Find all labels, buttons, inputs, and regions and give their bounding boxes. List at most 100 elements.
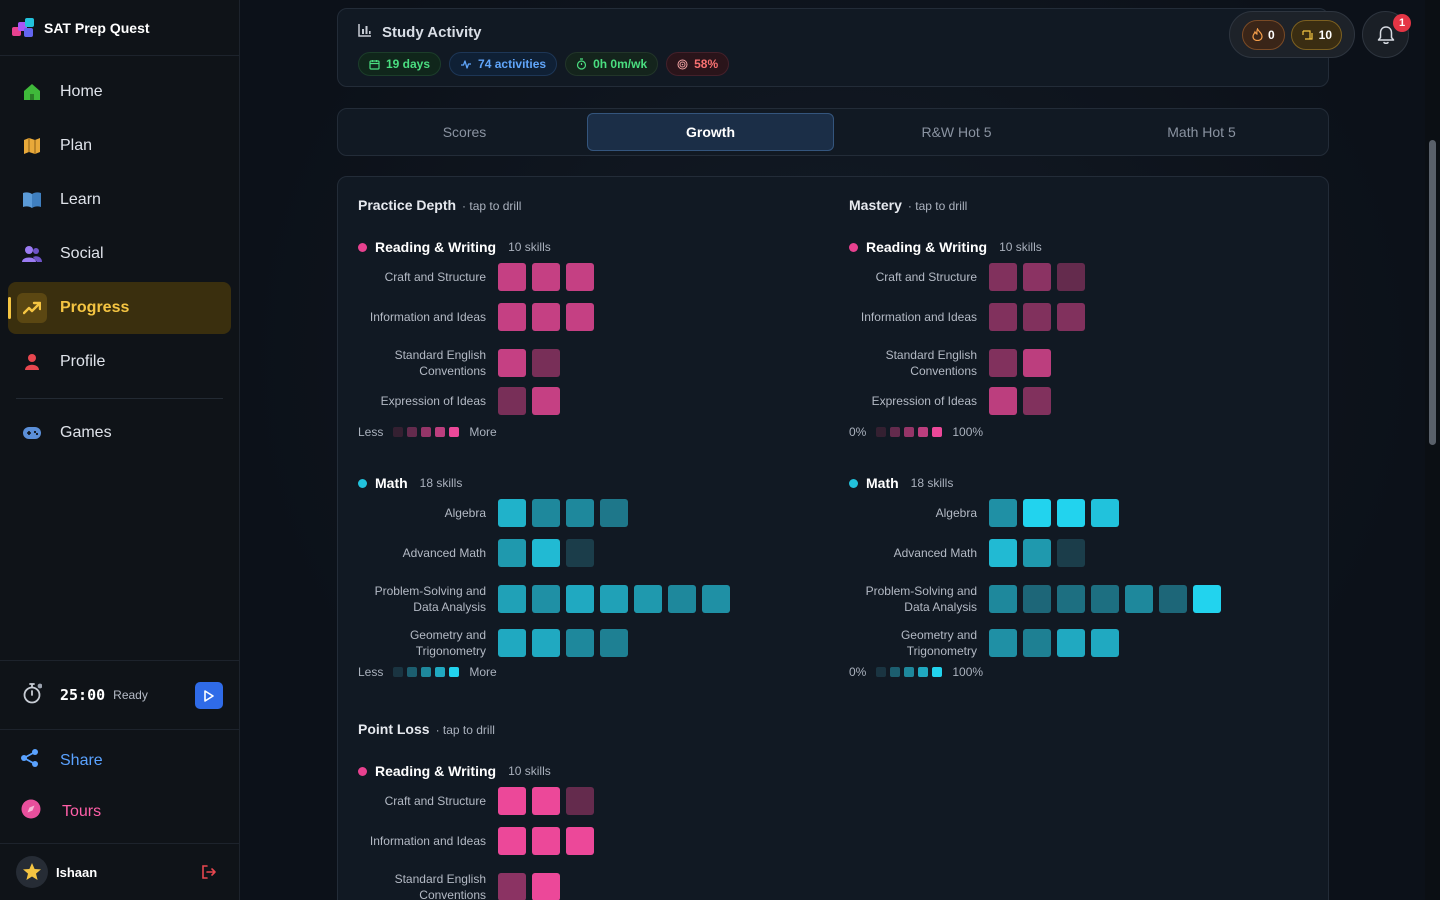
share-button[interactable]: Share bbox=[20, 748, 103, 773]
heatmap-cell[interactable] bbox=[1057, 539, 1085, 567]
skill-row[interactable]: Geometry and Trigonometry bbox=[849, 623, 1125, 663]
skill-row[interactable]: Craft and Structure bbox=[358, 263, 600, 291]
heatmap-cell[interactable] bbox=[1091, 585, 1119, 613]
skill-row[interactable]: Advanced Math bbox=[358, 539, 600, 567]
heatmap-cell[interactable] bbox=[532, 629, 560, 657]
skill-row[interactable]: Algebra bbox=[849, 499, 1125, 527]
heatmap-cell[interactable] bbox=[532, 539, 560, 567]
sidebar-item-plan[interactable]: Plan bbox=[8, 120, 231, 172]
heatmap-cell[interactable] bbox=[566, 787, 594, 815]
heatmap-cell[interactable] bbox=[600, 499, 628, 527]
heatmap-cell[interactable] bbox=[566, 499, 594, 527]
heatmap-cell[interactable] bbox=[989, 629, 1017, 657]
heatmap-cell[interactable] bbox=[1091, 629, 1119, 657]
heatmap-cell[interactable] bbox=[989, 585, 1017, 613]
skill-row[interactable]: Geometry and Trigonometry bbox=[358, 623, 634, 663]
skill-row[interactable]: Craft and Structure bbox=[849, 263, 1091, 291]
heatmap-cell[interactable] bbox=[566, 827, 594, 855]
timer-play-button[interactable] bbox=[195, 682, 223, 709]
heatmap-cell[interactable] bbox=[600, 585, 628, 613]
skill-row[interactable]: Standard English Conventions bbox=[358, 867, 566, 900]
heatmap-cell[interactable] bbox=[989, 539, 1017, 567]
heatmap-cell[interactable] bbox=[989, 387, 1017, 415]
heatmap-cell[interactable] bbox=[668, 585, 696, 613]
sidebar-item-profile[interactable]: Profile bbox=[8, 336, 231, 388]
heatmap-cell[interactable] bbox=[498, 263, 526, 291]
heatmap-cell[interactable] bbox=[498, 629, 526, 657]
heatmap-cell[interactable] bbox=[498, 873, 526, 900]
skill-row[interactable]: Craft and Structure bbox=[358, 787, 600, 815]
skill-row[interactable]: Standard English Conventions bbox=[849, 343, 1057, 383]
sidebar-item-progress[interactable]: Progress bbox=[8, 282, 231, 334]
heatmap-cell[interactable] bbox=[1125, 585, 1153, 613]
heatmap-cell[interactable] bbox=[1023, 303, 1051, 331]
heatmap-cell[interactable] bbox=[1057, 263, 1085, 291]
heatmap-cell[interactable] bbox=[498, 387, 526, 415]
tab-scores[interactable]: Scores bbox=[442, 124, 487, 140]
avatar[interactable] bbox=[16, 856, 48, 888]
skill-row[interactable]: Advanced Math bbox=[849, 539, 1091, 567]
heatmap-cell[interactable] bbox=[498, 303, 526, 331]
heatmap-cell[interactable] bbox=[532, 303, 560, 331]
heatmap-cell[interactable] bbox=[989, 303, 1017, 331]
heatmap-cell[interactable] bbox=[1023, 629, 1051, 657]
practice-depth-hint[interactable]: · tap to drill bbox=[462, 199, 522, 213]
heatmap-cell[interactable] bbox=[1159, 585, 1187, 613]
heatmap-cell[interactable] bbox=[1023, 499, 1051, 527]
group-header[interactable]: Math 18 skills bbox=[849, 473, 953, 493]
heatmap-cell[interactable] bbox=[566, 539, 594, 567]
heatmap-cell[interactable] bbox=[1057, 303, 1085, 331]
heatmap-cell[interactable] bbox=[532, 873, 560, 900]
sidebar-item-social[interactable]: Social bbox=[8, 228, 231, 280]
heatmap-cell[interactable] bbox=[702, 585, 730, 613]
heatmap-cell[interactable] bbox=[498, 349, 526, 377]
heatmap-cell[interactable] bbox=[1091, 499, 1119, 527]
skill-row[interactable]: Expression of Ideas bbox=[849, 387, 1057, 415]
mastery-hint[interactable]: · tap to drill bbox=[907, 199, 968, 213]
coins-badge[interactable]: 10 bbox=[1290, 19, 1343, 50]
group-header[interactable]: Math 18 skills bbox=[358, 473, 462, 493]
heatmap-cell[interactable] bbox=[989, 263, 1017, 291]
scrollbar-thumb[interactable] bbox=[1429, 140, 1436, 445]
heatmap-cell[interactable] bbox=[532, 387, 560, 415]
tab-rw-hot-5[interactable]: R&W Hot 5 bbox=[921, 124, 992, 140]
heatmap-cell[interactable] bbox=[566, 303, 594, 331]
sidebar-item-games[interactable]: Games bbox=[8, 407, 231, 459]
heatmap-cell[interactable] bbox=[989, 499, 1017, 527]
skill-row[interactable]: Problem-Solving and Data Analysis bbox=[358, 579, 736, 619]
skill-row[interactable]: Algebra bbox=[358, 499, 634, 527]
heatmap-cell[interactable] bbox=[566, 263, 594, 291]
heatmap-cell[interactable] bbox=[498, 787, 526, 815]
skill-row[interactable]: Standard English Conventions bbox=[358, 343, 566, 383]
group-header[interactable]: Reading & Writing 10 skills bbox=[358, 761, 551, 781]
heatmap-cell[interactable] bbox=[498, 539, 526, 567]
heatmap-cell[interactable] bbox=[1057, 585, 1085, 613]
skill-row[interactable]: Information and Ideas bbox=[358, 827, 600, 855]
heatmap-cell[interactable] bbox=[1023, 349, 1051, 377]
notifications-button[interactable]: 1 bbox=[1362, 11, 1411, 58]
skill-row[interactable]: Expression of Ideas bbox=[358, 387, 566, 415]
heatmap-cell[interactable] bbox=[532, 263, 560, 291]
heatmap-cell[interactable] bbox=[498, 585, 526, 613]
logout-button[interactable] bbox=[201, 864, 217, 885]
skill-row[interactable]: Information and Ideas bbox=[849, 303, 1091, 331]
heatmap-cell[interactable] bbox=[989, 349, 1017, 377]
heatmap-cell[interactable] bbox=[532, 585, 560, 613]
heatmap-cell[interactable] bbox=[1023, 539, 1051, 567]
heatmap-cell[interactable] bbox=[532, 349, 560, 377]
group-header[interactable]: Reading & Writing 10 skills bbox=[358, 237, 551, 257]
heatmap-cell[interactable] bbox=[566, 585, 594, 613]
heatmap-cell[interactable] bbox=[566, 629, 594, 657]
tab-growth[interactable]: Growth bbox=[587, 113, 834, 151]
sidebar-item-home[interactable]: Home bbox=[8, 66, 231, 118]
heatmap-cell[interactable] bbox=[532, 499, 560, 527]
heatmap-cell[interactable] bbox=[532, 787, 560, 815]
heatmap-cell[interactable] bbox=[498, 827, 526, 855]
skill-row[interactable]: Problem-Solving and Data Analysis bbox=[849, 579, 1227, 619]
streak-badge[interactable]: 0 bbox=[1241, 19, 1285, 50]
heatmap-cell[interactable] bbox=[1057, 629, 1085, 657]
brand[interactable]: SAT Prep Quest bbox=[0, 0, 239, 56]
heatmap-cell[interactable] bbox=[1057, 499, 1085, 527]
heatmap-cell[interactable] bbox=[498, 499, 526, 527]
heatmap-cell[interactable] bbox=[1193, 585, 1221, 613]
